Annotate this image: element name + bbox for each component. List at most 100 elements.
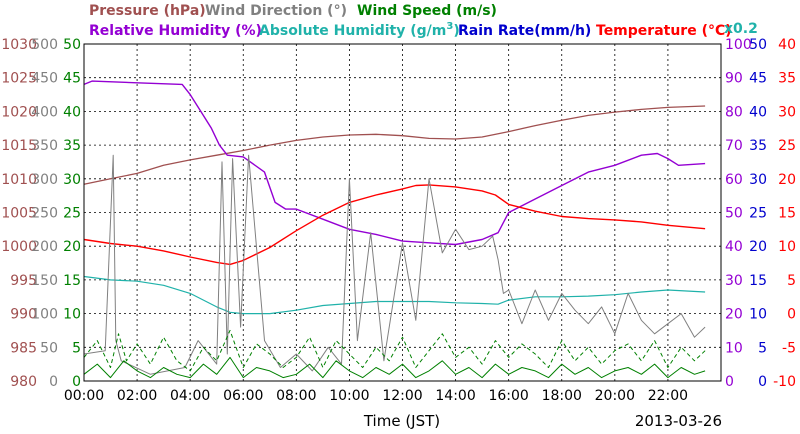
y-tick-rain_rate: 25 — [749, 206, 767, 222]
legend-absolute-humidity: Absolute Humidity (g/m3) — [259, 21, 460, 39]
x-tick-label: 00:00 — [64, 388, 104, 404]
y-tick-temperature: 35 — [778, 71, 796, 87]
y-tick-relative_humidity: 0 — [725, 374, 734, 390]
y-tick-wind_speed: 30 — [63, 172, 81, 188]
y-tick-temperature: 30 — [778, 104, 796, 120]
y-tick-wind_speed: 35 — [63, 138, 81, 154]
y-tick-relative_humidity: 60 — [725, 172, 743, 188]
y-tick-relative_humidity: 90 — [725, 71, 743, 87]
legend-relative-humidity: Relative Humidity (%) — [89, 23, 262, 39]
y-tick-temperature: 10 — [778, 239, 796, 255]
legend-x02: x0.2 — [724, 21, 758, 37]
y-tick-wind_direction: 400 — [31, 104, 58, 120]
y-tick-rain_rate: 35 — [749, 138, 767, 154]
y-tick-wind_speed: 15 — [63, 273, 81, 289]
y-tick-rain_rate: 0 — [758, 374, 767, 390]
series-pressure — [83, 105, 706, 185]
x-tick-label: 16:00 — [488, 388, 528, 404]
y-tick-temperature: 40 — [778, 37, 796, 53]
y-tick-pressure: 1005 — [1, 206, 37, 222]
y-tick-pressure: 1025 — [1, 71, 37, 87]
y-tick-pressure: 980 — [10, 374, 37, 390]
y-tick-temperature: 20 — [778, 172, 796, 188]
y-tick-pressure: 1020 — [1, 104, 37, 120]
y-tick-wind_speed: 20 — [63, 239, 81, 255]
x-tick-label: 02:00 — [117, 388, 157, 404]
y-tick-pressure: 995 — [10, 273, 37, 289]
y-tick-rain_rate: 10 — [749, 307, 767, 323]
y-tick-rain_rate: 5 — [758, 340, 767, 356]
legend-temperature: Temperature (°C) — [596, 23, 732, 39]
y-tick-wind_speed: 40 — [63, 104, 81, 120]
x-tick-label: 22:00 — [648, 388, 688, 404]
y-tick-rain_rate: 30 — [749, 172, 767, 188]
y-tick-wind_direction: 350 — [31, 138, 58, 154]
y-tick-rain_rate: 50 — [749, 37, 767, 53]
series-wind-direction — [83, 154, 706, 375]
y-tick-wind_direction: 0 — [49, 374, 58, 390]
y-tick-wind_speed: 10 — [63, 307, 81, 323]
y-tick-temperature: 0 — [787, 307, 796, 323]
y-tick-relative_humidity: 80 — [725, 104, 743, 120]
x-tick-label: 12:00 — [382, 388, 422, 404]
legend-absolute-humidity-suffix: ) — [453, 23, 459, 39]
y-tick-rain_rate: 20 — [749, 239, 767, 255]
x-tick-label: 20:00 — [595, 388, 635, 404]
series-temperature — [83, 184, 706, 266]
series-wind-speed-gust — [83, 329, 706, 372]
y-tick-relative_humidity: 40 — [725, 239, 743, 255]
y-tick-relative_humidity: 20 — [725, 307, 743, 323]
x-tick-label: 10:00 — [329, 388, 369, 404]
y-tick-wind_direction: 500 — [31, 37, 58, 53]
y-tick-wind_speed: 45 — [63, 71, 81, 87]
y-tick-pressure: 1030 — [1, 37, 37, 53]
y-tick-wind_direction: 450 — [31, 71, 58, 87]
y-tick-wind_direction: 250 — [31, 206, 58, 222]
legend-pressure: Pressure (hPa) — [89, 3, 206, 19]
y-tick-pressure: 1000 — [1, 239, 37, 255]
y-tick-relative_humidity: 70 — [725, 138, 743, 154]
x-tick-label: 14:00 — [435, 388, 475, 404]
y-tick-relative_humidity: 10 — [725, 340, 743, 356]
series-lines — [83, 80, 706, 379]
tick-labels: 00:00 02:00 04:00 06:00 08:00 10:00 12:00 14:00… — [1, 37, 796, 404]
x-tick-label: 18:00 — [542, 388, 582, 404]
y-tick-pressure: 1010 — [1, 172, 37, 188]
legend-rain-rate: Rain Rate(mm/h) — [458, 23, 591, 39]
y-tick-temperature: -10 — [773, 374, 796, 390]
series-relative-humidity — [83, 80, 706, 246]
y-tick-temperature: 5 — [787, 273, 796, 289]
y-tick-temperature: 15 — [778, 206, 796, 222]
series-wind-speed — [83, 356, 706, 379]
legend-wind-speed: Wind Speed (m/s) — [357, 3, 497, 19]
y-tick-temperature: -5 — [782, 340, 796, 356]
y-tick-pressure: 985 — [10, 340, 37, 356]
legend-absolute-humidity-prefix: Absolute Humidity (g/m — [259, 23, 446, 39]
y-tick-wind_direction: 200 — [31, 239, 58, 255]
y-tick-rain_rate: 40 — [749, 104, 767, 120]
y-tick-wind_direction: 150 — [31, 273, 58, 289]
y-tick-wind_direction: 100 — [31, 307, 58, 323]
y-tick-relative_humidity: 50 — [725, 206, 743, 222]
y-tick-wind_speed: 50 — [63, 37, 81, 53]
y-tick-pressure: 990 — [10, 307, 37, 323]
x-axis-label: Time (JST) — [363, 412, 440, 430]
x-tick-label: 08:00 — [276, 388, 316, 404]
x-tick-label: 04:00 — [170, 388, 210, 404]
y-tick-wind_speed: 25 — [63, 206, 81, 222]
date-label: 2013-03-26 — [635, 412, 722, 430]
y-tick-wind_direction: 50 — [40, 340, 58, 356]
y-tick-wind_speed: 0 — [72, 374, 81, 390]
y-tick-wind_speed: 5 — [72, 340, 81, 356]
grid — [84, 44, 721, 381]
legend-wind-direction: Wind Direction (°) — [205, 3, 347, 19]
y-tick-rain_rate: 45 — [749, 71, 767, 87]
y-tick-relative_humidity: 100 — [725, 37, 752, 53]
y-tick-pressure: 1015 — [1, 138, 37, 154]
y-tick-rain_rate: 15 — [749, 273, 767, 289]
y-tick-relative_humidity: 30 — [725, 273, 743, 289]
x-tick-label: 06:00 — [223, 388, 263, 404]
legend-absolute-humidity-sup: 3 — [446, 21, 453, 32]
y-tick-temperature: 25 — [778, 138, 796, 154]
